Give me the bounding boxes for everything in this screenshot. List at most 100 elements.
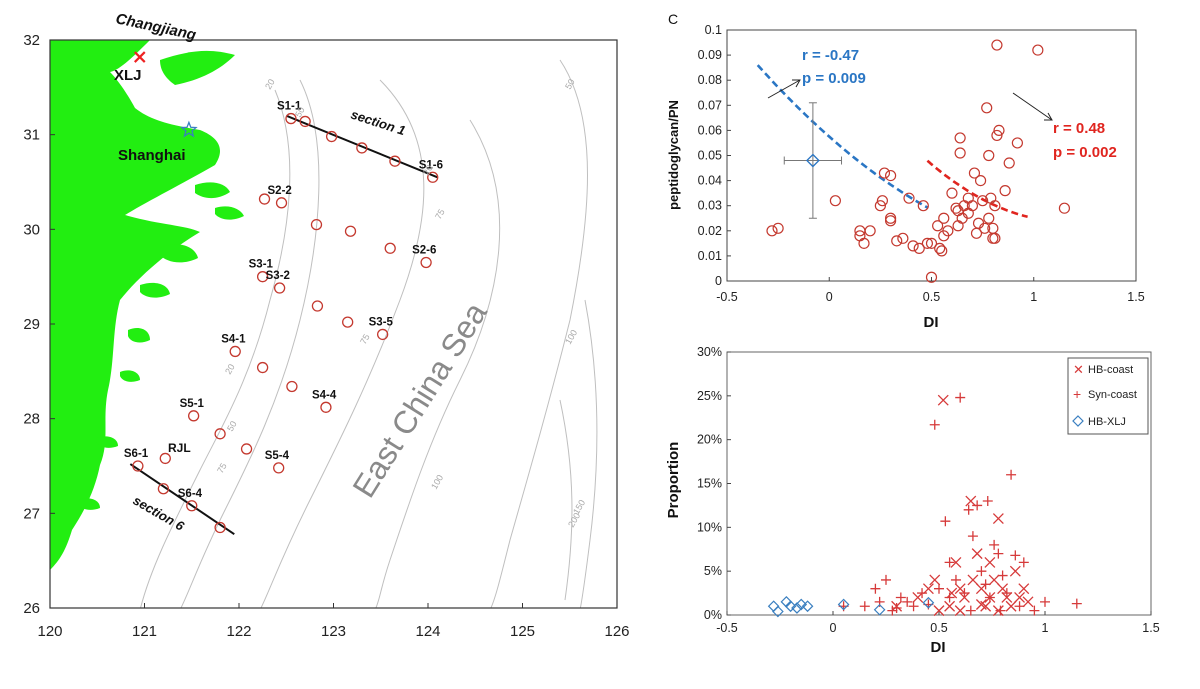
point-hb-coast bbox=[1018, 583, 1030, 595]
place-label-rjl: RJL bbox=[168, 441, 191, 455]
station-label-s2-2: S2-2 bbox=[268, 185, 292, 197]
panel-c-x-tick-label-1-5: 1.5 bbox=[1127, 290, 1144, 304]
station-marker bbox=[132, 460, 144, 472]
data-point bbox=[950, 202, 962, 214]
fit-blue-r: r = -0.47 bbox=[802, 47, 859, 64]
station-marker bbox=[356, 142, 368, 154]
coastline-landmass bbox=[50, 40, 244, 570]
point-syn-coast bbox=[940, 516, 951, 527]
point-syn-coast bbox=[993, 548, 1004, 559]
point-syn-coast bbox=[1006, 469, 1017, 480]
data-point bbox=[1058, 202, 1071, 214]
point-syn-coast bbox=[859, 601, 870, 612]
panel-c: C peptidoglycan/PN DI -0.5 0 0.5 1 1.5 0 0.01 0… bbox=[666, 11, 1145, 331]
data-point bbox=[829, 195, 841, 207]
point-syn-coast bbox=[976, 566, 987, 577]
station-marker bbox=[420, 256, 432, 269]
panel-c-y-tick-label-0-1: 0.1 bbox=[705, 23, 722, 37]
isobath-label-50: 50 bbox=[563, 77, 577, 91]
point-hb-xlj bbox=[791, 602, 803, 614]
data-point bbox=[983, 212, 995, 224]
data-point bbox=[981, 102, 993, 114]
panel-c-label: C bbox=[668, 11, 678, 27]
panel-d-x-tick-label-0: 0 bbox=[830, 621, 837, 635]
point-syn-coast bbox=[908, 601, 919, 612]
point-syn-coast bbox=[1018, 557, 1029, 568]
station-label-s2-6: S2-6 bbox=[412, 244, 436, 256]
point-hb-coast bbox=[929, 574, 941, 586]
legend-label-hb-coast: HB-coast bbox=[1088, 364, 1133, 376]
panel-d-x-tick-label-0-5: -0.5 bbox=[716, 621, 738, 635]
data-point bbox=[966, 200, 979, 212]
panel-d-x-tick-label-1-5: 1.5 bbox=[1142, 621, 1159, 635]
station-marker bbox=[229, 345, 241, 358]
panel-d-xlabel: DI bbox=[931, 639, 946, 656]
point-hb-coast bbox=[1014, 592, 1026, 603]
point-hb-coast bbox=[992, 513, 1004, 525]
point-syn-coast bbox=[965, 605, 976, 616]
panel-d-y-tick-label-15: 15% bbox=[697, 477, 722, 491]
panel-c-y-tick-label-0-05: 0.05 bbox=[698, 149, 722, 163]
legend-box bbox=[1067, 357, 1149, 435]
data-point bbox=[897, 232, 909, 244]
panel-d-y-tick-label-0: 0% bbox=[704, 608, 722, 622]
panel-c-x-tick-label-0-5: 0.5 bbox=[923, 290, 940, 304]
fit-red-r: r = 0.48 bbox=[1053, 120, 1105, 137]
station-marker bbox=[256, 271, 269, 283]
station-marker bbox=[273, 282, 286, 294]
map-y-tick-label-31: 31 bbox=[23, 127, 40, 144]
point-hb-xlj bbox=[801, 600, 814, 613]
station-marker bbox=[187, 410, 200, 422]
station-label-s3-1: S3-1 bbox=[249, 259, 274, 271]
panel-d-y-tick-label-5: 5% bbox=[704, 564, 722, 578]
point-syn-coast bbox=[944, 592, 955, 603]
place-label-shanghai: Shanghai bbox=[118, 147, 186, 164]
data-point bbox=[972, 217, 985, 229]
data-point bbox=[903, 192, 915, 204]
point-hb-coast bbox=[922, 583, 934, 595]
point-syn-coast bbox=[1040, 596, 1050, 607]
map-x-tick-label-123: 123 bbox=[321, 623, 346, 640]
point-hb-coast bbox=[980, 600, 992, 612]
station-marker bbox=[258, 193, 271, 205]
station-marker bbox=[256, 361, 269, 374]
isobath-label-50: 50 bbox=[225, 419, 239, 433]
map-x-tick-label-124: 124 bbox=[415, 623, 440, 640]
data-point bbox=[864, 225, 876, 237]
isobath-label-20: 20 bbox=[421, 163, 435, 177]
section-line-section-1 bbox=[285, 114, 438, 179]
point-syn-coast bbox=[902, 596, 913, 607]
data-point bbox=[977, 195, 989, 207]
fit-blue-p: p = 0.009 bbox=[802, 70, 866, 87]
point-hb-xlj bbox=[873, 603, 886, 616]
annotation-arrowhead-red bbox=[1044, 112, 1053, 121]
data-point bbox=[968, 167, 981, 179]
point-syn-coast bbox=[944, 557, 955, 568]
station-marker bbox=[389, 155, 401, 167]
data-point bbox=[991, 39, 1003, 51]
data-point bbox=[934, 242, 946, 254]
annotation-arrowhead-blue bbox=[792, 79, 801, 88]
point-syn-coast bbox=[917, 588, 928, 599]
point-hb-coast bbox=[997, 583, 1009, 595]
station-marker bbox=[311, 300, 324, 312]
map-x-tick-label-121: 121 bbox=[132, 623, 157, 640]
panel-c-x-tick-label-0: 0 bbox=[826, 290, 833, 304]
point-hb-xlj bbox=[922, 596, 935, 609]
point-syn-coast bbox=[1029, 605, 1040, 616]
data-point bbox=[993, 124, 1005, 136]
data-point bbox=[956, 212, 968, 224]
station-label-s1-6: S1-6 bbox=[419, 159, 443, 171]
point-hb-coast bbox=[984, 556, 996, 568]
panel-c-y-tick-label-0-08: 0.08 bbox=[698, 73, 722, 87]
map-data-layer: 120 121 122 123 124 125 126 26 27 28 29 30 31 32 S1-1 S… bbox=[23, 32, 629, 640]
point-syn-coast bbox=[984, 592, 995, 603]
point-hb-coast bbox=[975, 583, 987, 595]
station-marker bbox=[342, 316, 354, 328]
station-marker bbox=[240, 443, 253, 455]
data-point bbox=[989, 200, 1001, 212]
data-point bbox=[1032, 44, 1044, 56]
point-syn-coast bbox=[972, 500, 983, 511]
station-marker bbox=[286, 380, 298, 393]
point-hb-coast bbox=[950, 556, 962, 568]
